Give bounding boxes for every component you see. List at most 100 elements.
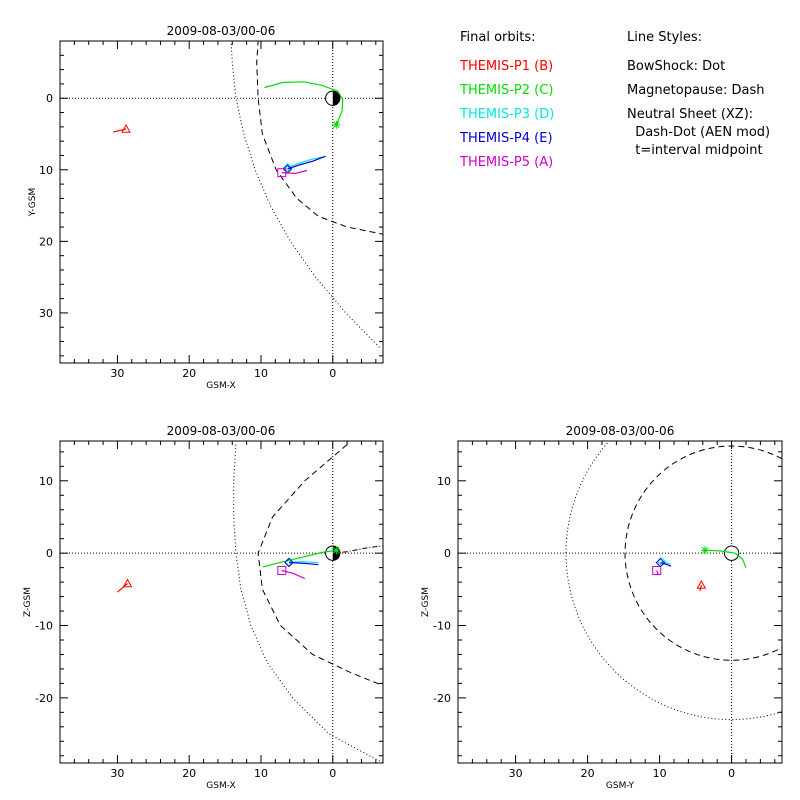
x-tick-label: 20: [182, 367, 196, 380]
x-tick-label: 30: [110, 367, 124, 380]
orbit-5: [277, 566, 306, 580]
orbit-3: [657, 557, 671, 567]
orbit-1-marker: [696, 579, 707, 589]
orbit-5: [652, 566, 662, 576]
y-tick-label: -10: [433, 620, 451, 633]
y-tick-label: 10: [39, 164, 53, 177]
legend-style-list: BowShock: Dot Magnetopause: Dash Neutral S…: [627, 59, 770, 158]
orbit-4-marker: [284, 557, 294, 568]
orbit-3: [282, 156, 323, 173]
y-tick-label: -10: [35, 620, 53, 633]
y-tick-label: 0: [46, 547, 53, 560]
x-tick-label: 20: [581, 767, 595, 780]
orbit-1: [112, 123, 131, 133]
magnetopause-line: [257, 444, 383, 687]
orbit-5: [277, 168, 308, 178]
magnetopause-line: [256, 41, 383, 235]
legend-orbit-item: THEMIS-P5 (A): [459, 155, 553, 170]
x-tick-label: 0: [329, 367, 336, 380]
panel-xz-xlabel: GSM-X: [206, 781, 235, 791]
panel-xz-ylabel: Z-GSM: [23, 587, 33, 617]
orbit-4-track: [288, 562, 319, 566]
orbit-1: [696, 579, 707, 591]
orbit-5-track: [281, 169, 308, 175]
orbit-3-track: [289, 561, 319, 564]
x-tick-label: 10: [254, 367, 268, 380]
orbit-3-marker: [284, 557, 294, 567]
orbit-4-track: [660, 562, 672, 567]
legend-style-item: t=interval midpoint: [627, 143, 763, 158]
panel-xy-plot: [60, 41, 383, 363]
orbit-1-track: [117, 583, 128, 593]
panel-xy-title: 2009-08-03/00-06: [167, 24, 276, 38]
y-tick-label: -20: [433, 692, 451, 705]
orbit-1: [117, 578, 133, 593]
x-tick-label: 0: [329, 767, 336, 780]
x-tick-label: 30: [509, 767, 523, 780]
legend-style-item: Magnetopause: Dash: [627, 83, 764, 98]
panel-xy-xlabel: GSM-X: [206, 381, 235, 391]
orbit-1-marker: [121, 123, 131, 133]
legend-orbit-item: THEMIS-P2 (C): [459, 83, 553, 98]
orbit-5-marker: [652, 566, 662, 576]
legend-style-item: Neutral Sheet (XZ):: [627, 107, 753, 122]
x-tick-label: 10: [254, 767, 268, 780]
legend-orbit-item: THEMIS-P3 (D): [459, 107, 554, 122]
panel-yz-plot: [458, 441, 782, 763]
panel-xz-plot: [60, 441, 383, 763]
legend-orbits-title: Final orbits:: [460, 30, 536, 45]
panel-yz-ticks: 30 20 10 0 10 0 -10 -20: [433, 441, 782, 780]
orbit-2: [700, 546, 747, 568]
panel-xz-ticks: 30 20 10 0 10 0 -10 -20: [35, 441, 383, 780]
orbit-3-track: [287, 156, 323, 169]
legend-style-item: BowShock: Dot: [627, 59, 725, 74]
bow-shock-line: [233, 444, 383, 763]
orbit-5-marker: [277, 566, 287, 576]
orbit-4: [284, 557, 319, 568]
orbit-2-track: [704, 549, 747, 568]
orbit-4-track: [287, 155, 326, 170]
legend-style-item: Dash-Dot (AEN mod): [627, 125, 770, 140]
legend-orbit-item: THEMIS-P4 (E): [459, 131, 553, 146]
orbit-1-marker: [122, 578, 133, 588]
orbit-2-marker: [700, 546, 709, 555]
magnetopause-circle: [624, 445, 782, 661]
orbit-3: [284, 557, 319, 567]
x-tick-label: 0: [728, 767, 735, 780]
orbit-2-track: [262, 549, 337, 568]
panel-xy: 2009-08-03/00-06 GSM-X Y-GSM 30 20 10 0 0 10 2…: [28, 24, 384, 391]
orbit-2: [264, 81, 344, 129]
panel-yz-title: 2009-08-03/00-06: [566, 424, 675, 438]
earth-icon: [325, 90, 341, 106]
y-tick-label: 0: [444, 547, 451, 560]
x-tick-label: 20: [182, 767, 196, 780]
y-tick-label: 20: [39, 235, 53, 248]
bow-shock-line: [230, 41, 382, 350]
y-tick-label: -20: [35, 692, 53, 705]
orbit-5-track: [656, 570, 659, 575]
panel-yz-xlabel: GSM-Y: [606, 781, 635, 791]
y-tick-label: 30: [39, 307, 53, 320]
legend: Final orbits: THEMIS-P1 (B) THEMIS-P2 (C)…: [459, 30, 770, 170]
panel-xy-frame: [59, 40, 384, 364]
orbit-2-marker: [332, 120, 341, 129]
x-tick-label: 10: [653, 767, 667, 780]
y-tick-label: 0: [46, 92, 53, 105]
orbit-2-track: [264, 81, 344, 125]
panel-xz-frame: [59, 440, 384, 764]
legend-orbit-item: THEMIS-P1 (B): [459, 59, 553, 74]
orbit-3-marker: [282, 162, 293, 173]
panel-xy-ticks: 30 20 10 0 0 10 20 30: [39, 40, 383, 380]
panel-xy-ylabel: Y-GSM: [28, 188, 38, 217]
panel-xz-title: 2009-08-03/00-06: [167, 424, 276, 438]
x-tick-label: 30: [110, 767, 124, 780]
y-tick-label: 10: [39, 475, 53, 488]
panel-xz: 2009-08-03/00-06 GSM-X Z-GSM 30 20 10 0 10 0 -…: [23, 424, 384, 791]
orbit-2: [262, 546, 341, 568]
legend-orbit-list: THEMIS-P1 (B) THEMIS-P2 (C) THEMIS-P3 (D) T…: [459, 59, 554, 170]
orbit-2-marker: [332, 546, 341, 555]
panel-yz-frame: [457, 440, 783, 764]
y-tick-label: 10: [437, 475, 451, 488]
legend-styles-title: Line Styles:: [627, 30, 702, 45]
